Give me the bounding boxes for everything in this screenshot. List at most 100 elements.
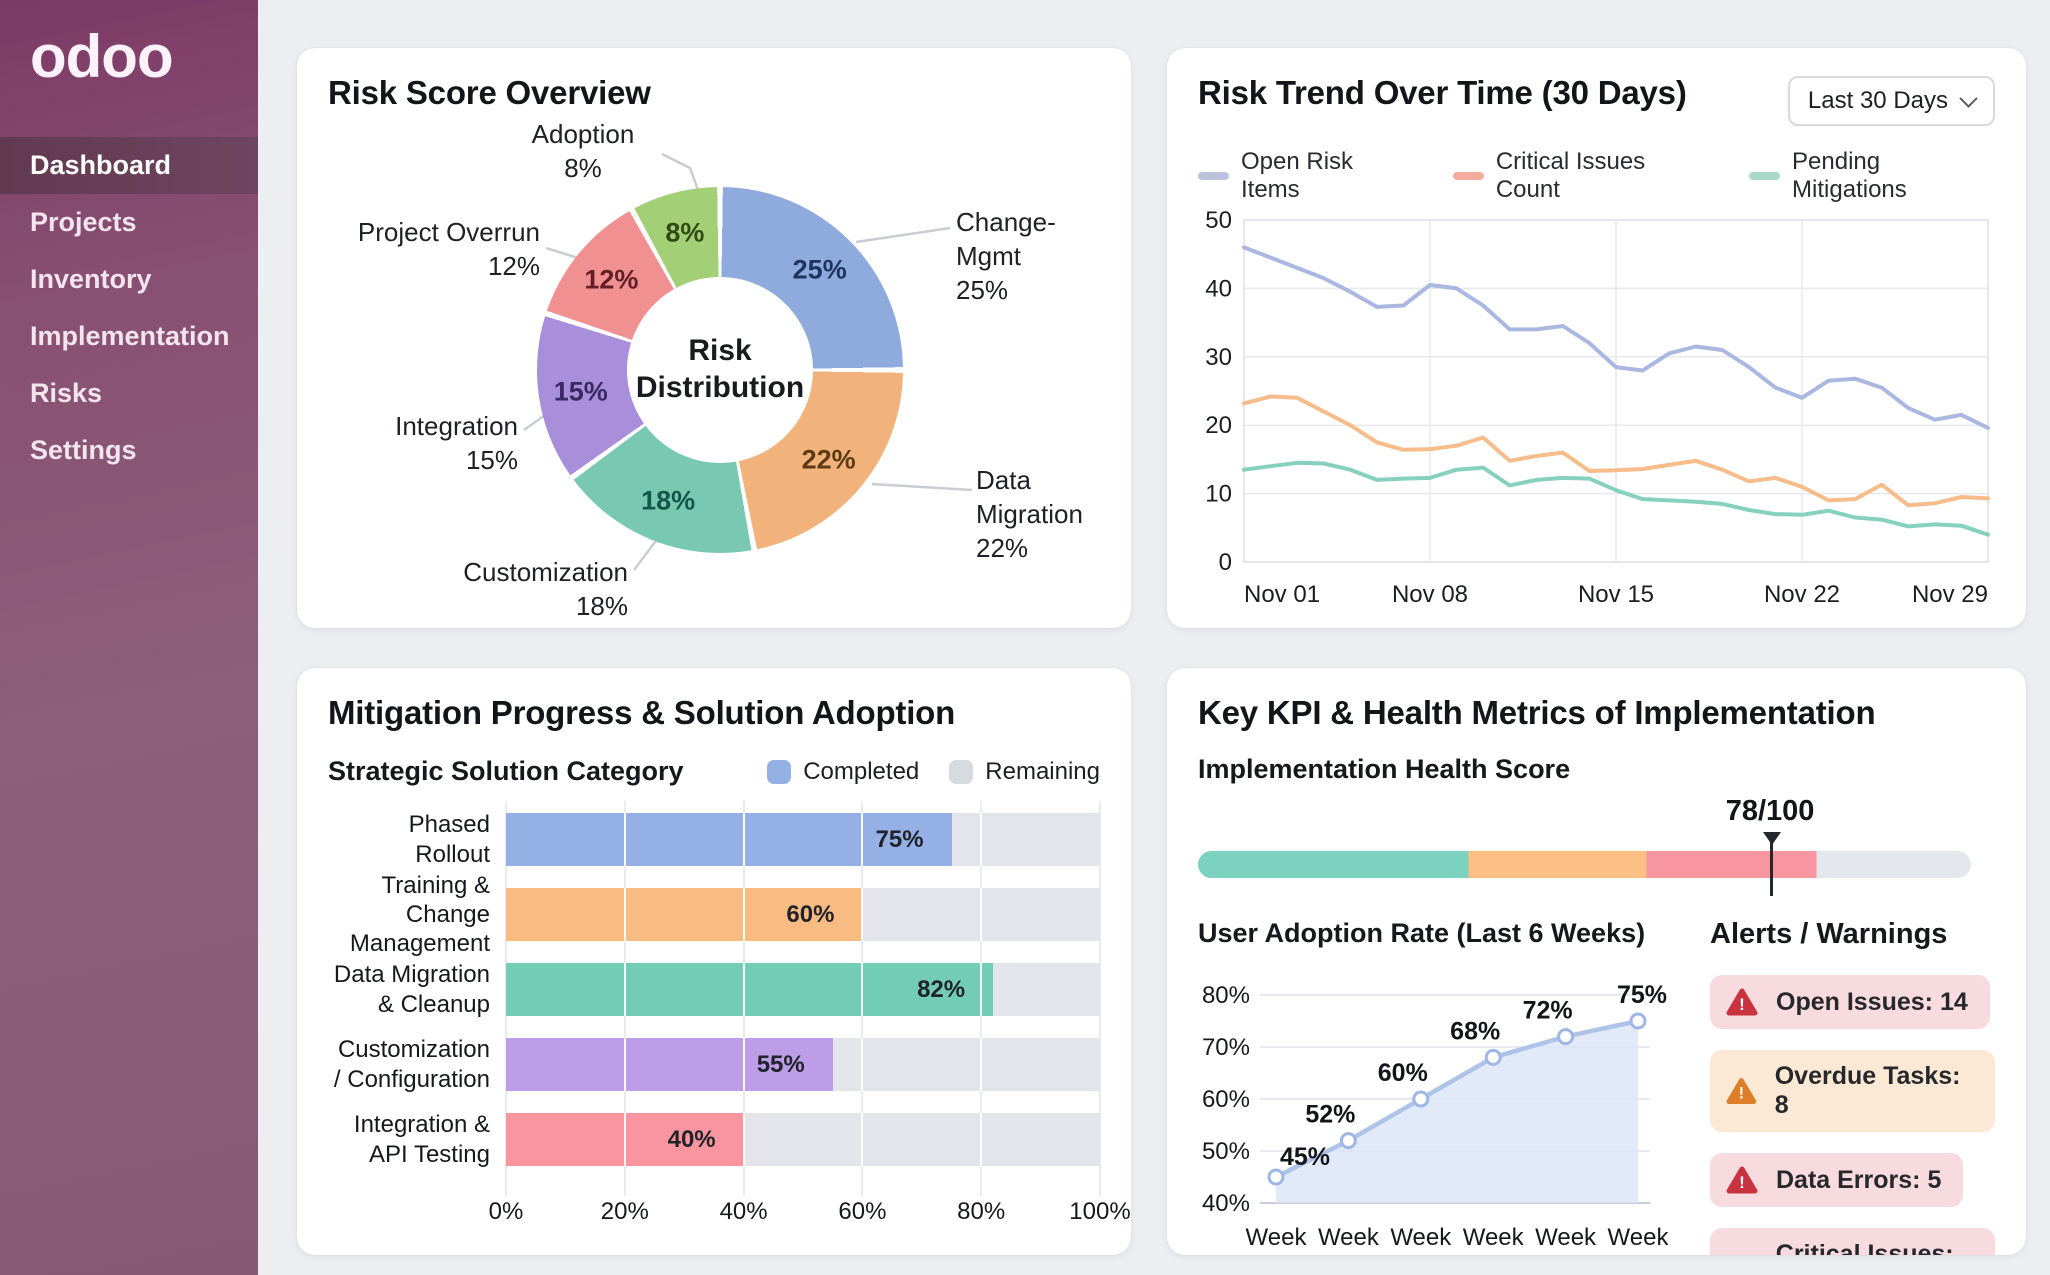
svg-text:70%: 70% xyxy=(1202,1034,1250,1061)
mitigation-bar-chart: Phased Rollout Training & Change Managem… xyxy=(328,801,1101,1196)
svg-text:68%: 68% xyxy=(1450,1017,1500,1045)
svg-text:80%: 80% xyxy=(1202,982,1250,1009)
bar-value: 60% xyxy=(786,900,835,928)
x-tick: 0% xyxy=(488,1198,524,1225)
sidebar: odoo Dashboard Projects Inventory Implem… xyxy=(0,0,258,1275)
bar-row: 75% xyxy=(506,813,1100,866)
alerts-section: Alerts / Warnings ! Open Issues: 14 ! Ov… xyxy=(1698,918,1995,1255)
bar-fill-data-migration xyxy=(506,963,994,1016)
sidebar-nav: Dashboard Projects Inventory Implementat… xyxy=(0,137,258,479)
bar-fill-customization xyxy=(506,1038,833,1091)
svg-text:45%: 45% xyxy=(1280,1143,1330,1171)
x-tick: 80% xyxy=(957,1198,1006,1225)
mitigation-legend: Completed Remaining xyxy=(767,758,1100,786)
legend-critical-issues[interactable]: Critical Issues Count xyxy=(1452,148,1709,204)
donut-label-project-overrun: Project Overrun 12% xyxy=(357,217,540,281)
x-tick: 40% xyxy=(719,1198,768,1225)
sidebar-item-inventory[interactable]: Inventory xyxy=(30,264,152,294)
bar-label-integration: Integration & API Testing xyxy=(353,1111,490,1168)
svg-text:Week: Week xyxy=(1246,1224,1308,1251)
legend-remaining[interactable]: Remaining xyxy=(949,758,1100,786)
donut-value-customization: 18% xyxy=(641,485,696,516)
alerts-title: Alerts / Warnings xyxy=(1710,918,1948,950)
trend-line-chart: 0 10 20 30 40 50 Nov 01 Nov 08 Nov 15 Nov 22 Nov 2… xyxy=(1205,207,1990,608)
bar-fill-training xyxy=(506,888,863,941)
adoption-line-chart: 45% 52% 60% 68% 72% 75% 80% 70% 60% 50% 40% Week Wee… xyxy=(1202,981,1670,1251)
bar-gridline xyxy=(742,813,745,866)
svg-text:0: 0 xyxy=(1219,549,1232,576)
bar-gridline xyxy=(623,1113,626,1166)
card-kpi-health: Key KPI & Health Metrics of Implementati… xyxy=(1167,668,2026,1255)
risk-overview-title: Risk Score Overview xyxy=(328,74,651,111)
x-tick: 60% xyxy=(838,1198,887,1225)
legend-completed[interactable]: Completed xyxy=(767,758,919,786)
bar-label-customization: Customization / Configuration xyxy=(333,1036,490,1093)
bar-gridline xyxy=(623,813,626,866)
svg-text:Week: Week xyxy=(1390,1224,1452,1251)
bar-gridline xyxy=(742,1113,745,1166)
adoption-title: User Adoption Rate (Last 6 Weeks) xyxy=(1198,918,1646,948)
svg-text:30: 30 xyxy=(1205,344,1232,371)
donut-label-data-migration: Data Migration 22% xyxy=(976,465,1083,563)
alert-data-errors: ! Data Errors: 5 xyxy=(1710,1153,1964,1207)
svg-text:40%: 40% xyxy=(1202,1190,1250,1217)
svg-text:60%: 60% xyxy=(1202,1086,1250,1113)
donut-label-adoption: Adoption 8% xyxy=(531,119,635,183)
svg-text:Week: Week xyxy=(1463,1224,1525,1251)
bar-gridline xyxy=(861,888,864,941)
date-range-dropdown[interactable]: Last 30 Days xyxy=(1787,76,1995,126)
svg-text:Nov 29: Nov 29 xyxy=(1912,581,1988,608)
bar-row: 60% xyxy=(506,888,1100,941)
bars-area: 75% 60% 82% 55% 40% xyxy=(505,801,1101,1196)
bar-row: 82% xyxy=(506,963,1100,1016)
bar-gridline xyxy=(980,1113,983,1166)
health-score-title: Implementation Health Score xyxy=(1198,754,1571,784)
sidebar-item-projects[interactable]: Projects xyxy=(30,207,137,237)
donut-value-data-migration: 22% xyxy=(801,444,856,475)
bar-value: 75% xyxy=(875,825,924,853)
card-risk-score-overview: Risk Score Overview Risk Distribution 25… xyxy=(297,48,1131,628)
bar-gridline xyxy=(861,1113,864,1166)
bar-gridline xyxy=(742,888,745,941)
svg-text:20: 20 xyxy=(1205,412,1232,439)
svg-text:Week: Week xyxy=(1535,1224,1597,1251)
svg-text:Week: Week xyxy=(1608,1224,1668,1251)
bar-gridline xyxy=(980,1038,983,1091)
bar-value: 82% xyxy=(917,975,966,1003)
donut-value-adoption: 8% xyxy=(665,217,705,248)
sidebar-item-dashboard[interactable]: Dashboard xyxy=(0,137,258,194)
sidebar-item-settings[interactable]: Settings xyxy=(30,435,137,465)
warning-triangle-icon: ! xyxy=(1726,988,1758,1016)
legend-swatch-pending-mitigations xyxy=(1749,172,1781,180)
x-tick: 20% xyxy=(600,1198,649,1225)
bar-gridline xyxy=(980,813,983,866)
chevron-down-icon xyxy=(1959,88,1978,108)
svg-text:Nov 15: Nov 15 xyxy=(1578,581,1654,608)
bar-gridline xyxy=(623,1038,626,1091)
svg-text:Nov 22: Nov 22 xyxy=(1764,581,1840,608)
adoption-section: User Adoption Rate (Last 6 Weeks) 45% 52%… xyxy=(1198,918,1670,1255)
sidebar-item-implementation[interactable]: Implementation xyxy=(30,321,230,351)
legend-swatch-open-risk xyxy=(1198,172,1229,180)
alert-open-issues: ! Open Issues: 14 xyxy=(1710,975,1990,1029)
legend-open-risk-items[interactable]: Open Risk Items xyxy=(1198,148,1413,204)
alert-overdue-tasks: ! Overdue Tasks: 8 xyxy=(1710,1050,1995,1132)
risk-trend-title: Risk Trend Over Time (30 Days) xyxy=(1198,74,1687,111)
legend-swatch-remaining xyxy=(949,759,974,784)
donut-value-integration: 15% xyxy=(553,376,608,407)
donut-label-customization: Customization 18% xyxy=(463,557,628,621)
date-range-value: Last 30 Days xyxy=(1807,87,1948,114)
bar-category-labels: Phased Rollout Training & Change Managem… xyxy=(328,811,506,1188)
bar-gridline xyxy=(1099,801,1101,1196)
legend-pending-mitigations[interactable]: Pending Mitigations xyxy=(1749,148,1995,204)
mitigation-title: Mitigation Progress & Solution Adoption xyxy=(328,694,956,731)
bar-gridline xyxy=(861,963,864,1016)
donut-label-change-mgmt: Change-Mgmt 25% xyxy=(956,207,1056,305)
warning-triangle-icon: ! xyxy=(1726,1078,1757,1104)
svg-text:50%: 50% xyxy=(1202,1138,1250,1165)
sidebar-item-risks[interactable]: Risks xyxy=(30,378,103,408)
gauge-marker xyxy=(1770,832,1774,896)
svg-text:72%: 72% xyxy=(1523,997,1573,1025)
dashboard-main: Risk Score Overview Risk Distribution 25… xyxy=(258,0,2050,1275)
bar-gridline xyxy=(861,813,864,866)
